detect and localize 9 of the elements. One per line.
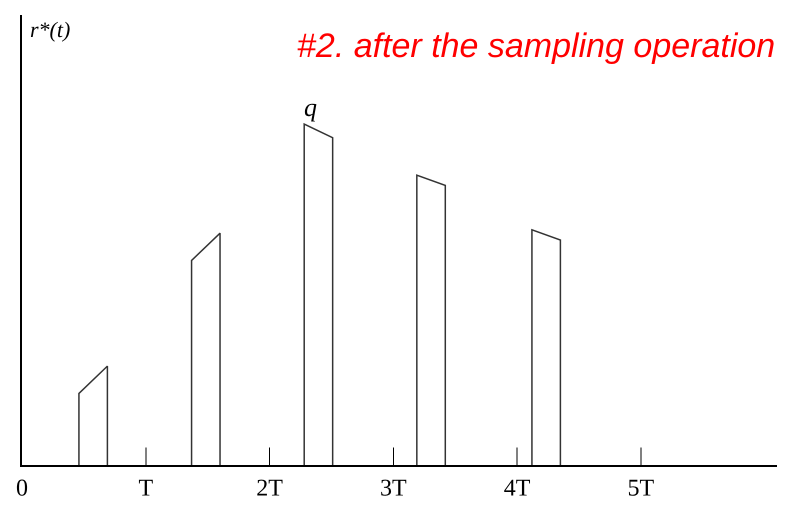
x-tick-label: 4T (504, 476, 531, 502)
x-tick-label: 2T (256, 476, 284, 502)
x-tick-label: 3T (380, 476, 407, 502)
y-axis-title: r*(t) (30, 17, 70, 42)
annotation: q (304, 93, 317, 122)
x-tick-label: 0 (16, 476, 28, 502)
x-tick-label: 5T (628, 476, 655, 502)
x-tick-label: T (138, 476, 154, 502)
chart-title: #2. after the sampling operation (297, 27, 776, 65)
